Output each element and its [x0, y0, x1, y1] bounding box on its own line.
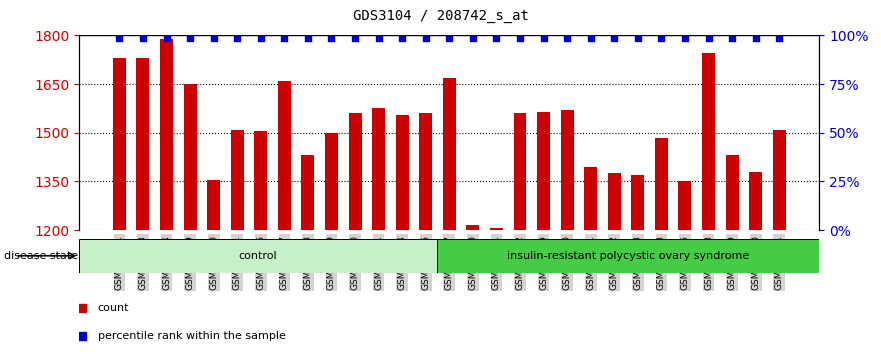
- Text: count: count: [98, 303, 130, 313]
- Point: [701, 35, 715, 41]
- Bar: [301, 155, 315, 230]
- Bar: [349, 113, 361, 230]
- Point: [348, 35, 362, 41]
- Bar: [726, 155, 738, 230]
- Bar: [437, 239, 819, 273]
- Bar: [655, 138, 668, 230]
- Point: [513, 35, 527, 41]
- Point: [113, 35, 127, 41]
- Point: [607, 35, 621, 41]
- Bar: [278, 81, 291, 230]
- Bar: [325, 133, 338, 230]
- Bar: [678, 181, 692, 230]
- Point: [254, 35, 268, 41]
- Text: percentile rank within the sample: percentile rank within the sample: [98, 331, 285, 341]
- Text: insulin-resistant polycystic ovary syndrome: insulin-resistant polycystic ovary syndr…: [507, 251, 749, 261]
- Bar: [207, 180, 220, 230]
- Point: [772, 35, 786, 41]
- Point: [207, 35, 221, 41]
- Text: control: control: [239, 251, 278, 261]
- Point: [442, 35, 456, 41]
- Bar: [255, 131, 267, 230]
- Bar: [490, 228, 503, 230]
- Bar: [372, 108, 385, 230]
- Point: [278, 35, 292, 41]
- Point: [136, 35, 150, 41]
- Point: [725, 35, 739, 41]
- Bar: [113, 58, 126, 230]
- Point: [537, 35, 551, 41]
- Bar: [396, 115, 409, 230]
- Bar: [584, 167, 597, 230]
- Point: [324, 35, 338, 41]
- Bar: [560, 110, 574, 230]
- Bar: [137, 58, 150, 230]
- Point: [489, 35, 503, 41]
- Point: [466, 35, 480, 41]
- Point: [396, 35, 410, 41]
- Bar: [514, 113, 527, 230]
- Point: [560, 35, 574, 41]
- Bar: [183, 84, 196, 230]
- Bar: [773, 130, 786, 230]
- Point: [655, 35, 669, 41]
- Point: [749, 35, 763, 41]
- Bar: [537, 112, 550, 230]
- Bar: [466, 225, 479, 230]
- Point: [372, 35, 386, 41]
- Bar: [79, 239, 437, 273]
- Bar: [608, 173, 621, 230]
- Bar: [632, 175, 644, 230]
- Text: disease state: disease state: [4, 251, 78, 261]
- Bar: [749, 172, 762, 230]
- Bar: [160, 39, 173, 230]
- Point: [183, 35, 197, 41]
- Bar: [419, 113, 433, 230]
- Point: [409, 155, 423, 160]
- Point: [230, 35, 244, 41]
- Bar: [443, 78, 455, 230]
- Point: [677, 35, 692, 41]
- Bar: [702, 53, 715, 230]
- Point: [631, 35, 645, 41]
- Point: [418, 35, 433, 41]
- Point: [301, 35, 315, 41]
- Point: [159, 35, 174, 41]
- Bar: [231, 130, 244, 230]
- Text: GDS3104 / 208742_s_at: GDS3104 / 208742_s_at: [352, 9, 529, 23]
- Point: [583, 35, 597, 41]
